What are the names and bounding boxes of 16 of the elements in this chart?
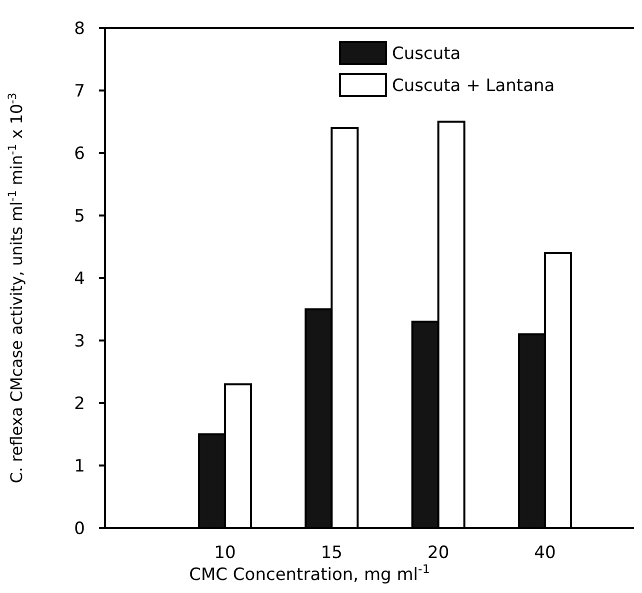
- y-tick-label: 8: [74, 18, 85, 39]
- y-tick-label: 5: [74, 206, 85, 226]
- x-tick-label: 10: [214, 543, 236, 563]
- x-tick-label: 20: [428, 543, 450, 563]
- y-tick-label: 4: [74, 268, 85, 289]
- y-tick-label: 0: [74, 518, 85, 539]
- x-tick-label: 15: [320, 543, 342, 563]
- x-tick-label: 40: [534, 543, 556, 563]
- y-tick-label: 7: [74, 81, 85, 102]
- y-tick-label: 6: [74, 144, 85, 164]
- y-tick-label: 3: [74, 331, 85, 352]
- y-tick-label: 2: [74, 394, 85, 414]
- x-axis-title: CMC Concentration, mg ml$^{-1}$: [189, 562, 430, 585]
- legend-label: Cuscuta + Lantana: [392, 76, 555, 96]
- legend-label: Cuscuta: [392, 44, 461, 64]
- y-tick-label: 1: [74, 456, 85, 476]
